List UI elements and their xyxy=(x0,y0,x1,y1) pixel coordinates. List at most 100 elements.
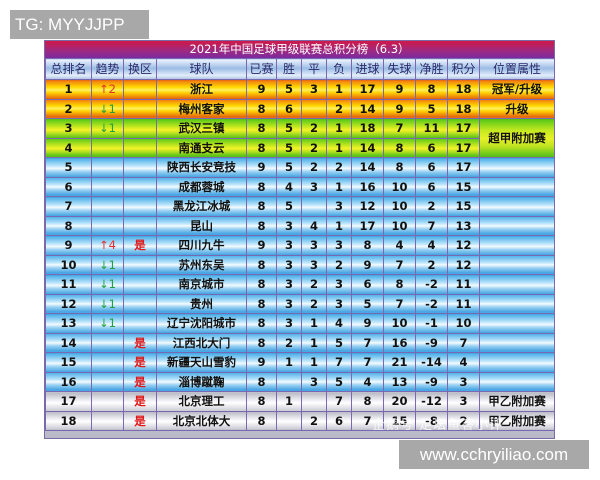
wins-cell: 4 xyxy=(276,176,302,197)
trend-cell xyxy=(91,176,124,197)
header-row: 总排名 趋势 换区 球队 已赛 胜 平 负 进球 失球 净胜 积分 位置属性 xyxy=(45,58,555,80)
trend-cell: ↓1 xyxy=(91,313,124,334)
draws-cell: 3 xyxy=(301,176,327,197)
trend-cell: ↓1 xyxy=(91,274,124,295)
table-row: 6 成都蓉城 8 4 3 1 16 10 6 15 xyxy=(45,176,555,197)
draws-cell: 2 xyxy=(301,274,327,295)
goals-against-cell: 9 xyxy=(383,79,416,100)
team-cell: 北京理工 xyxy=(156,391,247,412)
header-draws: 平 xyxy=(301,58,327,80)
swap-cell: 是 xyxy=(123,235,157,256)
goals-against-cell: 10 xyxy=(383,196,416,217)
goal-diff-cell: -12 xyxy=(415,391,448,412)
team-cell: 贵州 xyxy=(156,293,247,314)
draws-cell: 1 xyxy=(301,352,327,373)
trend-cell xyxy=(91,410,124,431)
table-title: 2021年中国足球甲级联赛总积分榜（6.3） xyxy=(45,41,554,58)
points-cell: 18 xyxy=(447,79,480,100)
team-cell: 武汉三镇 xyxy=(156,118,247,139)
losses-cell: 5 xyxy=(326,371,352,392)
trend-cell: ↓1 xyxy=(91,293,124,314)
status-cell: 甲乙附加赛 xyxy=(479,391,555,412)
trend-cell xyxy=(91,352,124,373)
team-cell: 南通支云 xyxy=(156,137,247,158)
wins-cell: 6 xyxy=(276,98,302,119)
team-cell: 梅州客家 xyxy=(156,98,247,119)
points-cell: 15 xyxy=(447,176,480,197)
goals-for-cell: 7 xyxy=(351,332,384,353)
goals-for-cell: 7 xyxy=(351,410,384,431)
goals-against-cell: 8 xyxy=(383,157,416,178)
trend-cell xyxy=(91,391,124,412)
team-cell: 淄博蹴鞠 xyxy=(156,371,247,392)
points-cell: 17 xyxy=(447,157,480,178)
goal-diff-cell: -8 xyxy=(415,410,448,431)
goals-for-cell: 14 xyxy=(351,137,384,158)
header-trend: 趋势 xyxy=(91,58,124,80)
wins-cell: 3 xyxy=(276,215,302,236)
rank-cell: 17 xyxy=(45,391,92,412)
points-cell: 12 xyxy=(447,235,480,256)
draws-cell: 2 xyxy=(301,137,327,158)
rank-cell: 5 xyxy=(45,157,92,178)
trend-cell: ↑2 xyxy=(91,79,124,100)
goals-against-cell: 13 xyxy=(383,371,416,392)
goals-against-cell: 9 xyxy=(383,98,416,119)
points-cell: 17 xyxy=(447,118,480,139)
swap-cell xyxy=(123,157,157,178)
goals-against-cell: 10 xyxy=(383,215,416,236)
table-row: 2 ↓1 梅州客家 8 6 2 14 9 5 18 升级 xyxy=(45,98,555,119)
status-cell xyxy=(479,371,555,392)
losses-cell: 3 xyxy=(326,196,352,217)
table-row: 11 ↓1 南京城市 8 3 2 3 6 8 -2 11 xyxy=(45,274,555,295)
goals-against-cell: 8 xyxy=(383,274,416,295)
status-cell xyxy=(479,215,555,236)
rank-cell: 2 xyxy=(45,98,92,119)
team-cell: 陕西长安竞技 xyxy=(156,157,247,178)
table-row: 7 黑龙江冰城 8 5 3 12 10 2 15 xyxy=(45,196,555,217)
played-cell: 8 xyxy=(246,391,277,412)
goals-for-cell: 6 xyxy=(351,274,384,295)
rank-cell: 9 xyxy=(45,235,92,256)
draws-cell: 3 xyxy=(301,235,327,256)
table-row: 16 是淄博蹴鞠 8 3 5 4 13 -9 3 xyxy=(45,371,555,392)
trend-cell xyxy=(91,215,124,236)
trend-cell: ↓1 xyxy=(91,118,124,139)
swap-cell xyxy=(123,215,157,236)
losses-cell: 1 xyxy=(326,137,352,158)
status-cell: 升级 xyxy=(479,98,555,119)
goals-against-cell: 15 xyxy=(383,410,416,431)
watermark-faint-overlay: 企鹅号 足坛鱼答小评 xyxy=(372,418,504,433)
table-row: 18 是北京北体大 8 2 6 7 15 -8 2 甲乙附加赛 xyxy=(45,410,555,431)
goal-diff-cell: -9 xyxy=(415,371,448,392)
wins-cell: 3 xyxy=(276,313,302,334)
watermark-top-left: TG: MYYJJPP xyxy=(10,10,149,39)
played-cell: 8 xyxy=(246,118,277,139)
header-losses: 负 xyxy=(326,58,352,80)
wins-cell: 3 xyxy=(276,235,302,256)
status-cell xyxy=(479,157,555,178)
goals-against-cell: 10 xyxy=(383,313,416,334)
rank-cell: 8 xyxy=(45,215,92,236)
draws-cell: 3 xyxy=(301,371,327,392)
table-row: 10 ↓1 苏州东吴 8 3 3 2 9 7 2 12 xyxy=(45,254,555,275)
played-cell: 8 xyxy=(246,274,277,295)
goal-diff-cell: 6 xyxy=(415,157,448,178)
played-cell: 8 xyxy=(246,176,277,197)
header-swap: 换区 xyxy=(123,58,157,80)
played-cell: 9 xyxy=(246,352,277,373)
table-row: 3 ↓1 武汉三镇 8 5 2 1 18 7 11 17 超甲附加赛 xyxy=(45,118,555,158)
status-cell xyxy=(479,235,555,256)
header-points: 积分 xyxy=(447,58,480,80)
team-cell: 新疆天山雪豹 xyxy=(156,352,247,373)
losses-cell: 3 xyxy=(326,293,352,314)
table-row: 12 ↓1 贵州 8 3 2 3 5 7 -2 11 xyxy=(45,293,555,314)
points-cell: 3 xyxy=(447,391,480,412)
goals-for-cell: 4 xyxy=(351,371,384,392)
losses-cell: 2 xyxy=(326,157,352,178)
swap-cell xyxy=(123,137,157,158)
team-cell: 南京城市 xyxy=(156,274,247,295)
goals-for-cell: 7 xyxy=(351,352,384,373)
points-cell: 17 xyxy=(447,137,480,158)
played-cell: 8 xyxy=(246,410,277,431)
